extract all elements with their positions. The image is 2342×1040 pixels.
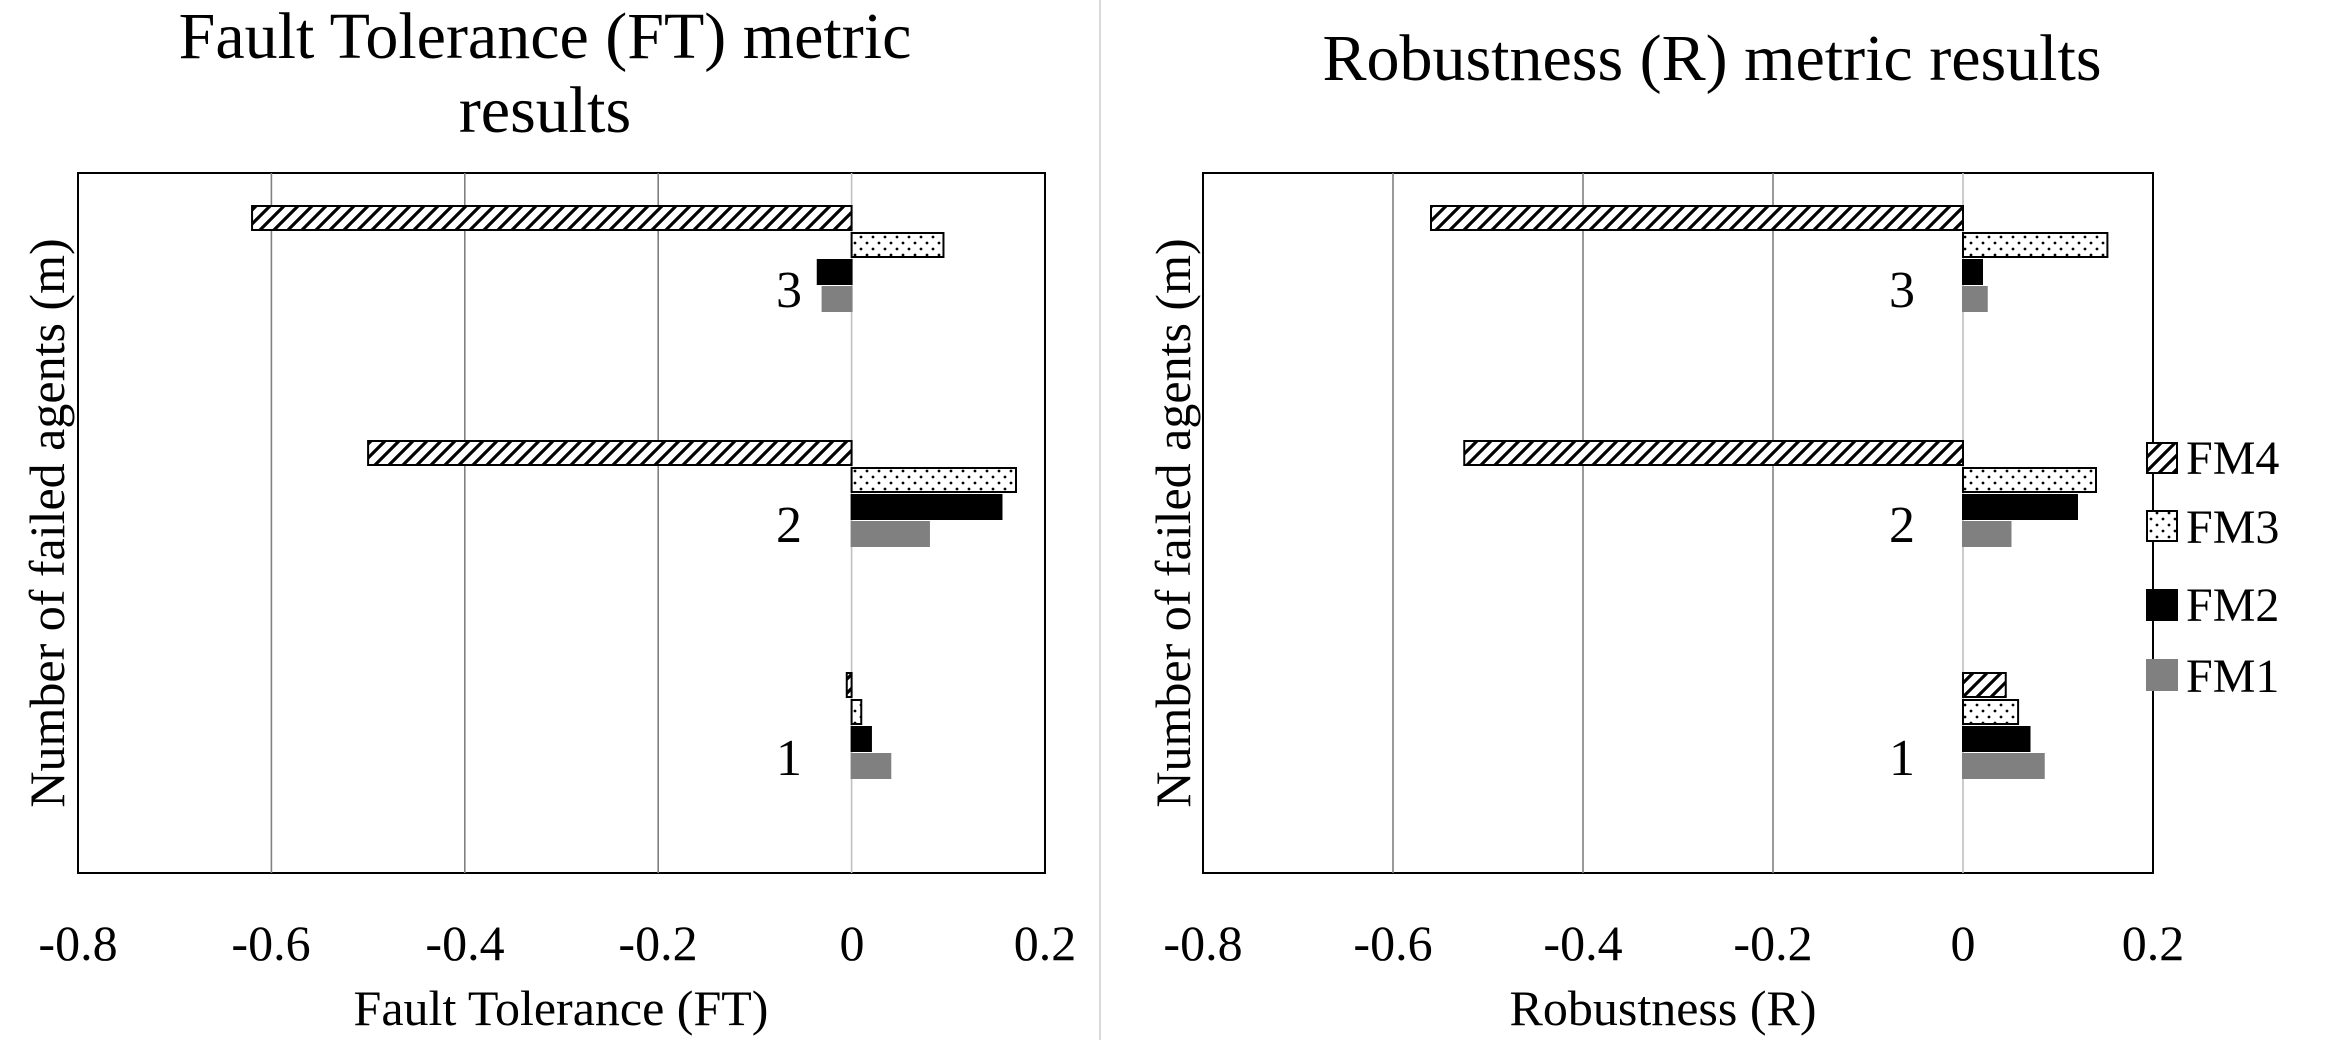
bar-fm4-m1	[1962, 672, 2007, 698]
legend-item-fm1: FM1	[2146, 650, 2279, 703]
bar-fm4-m2	[367, 440, 853, 466]
bar-fm1-m3	[821, 286, 853, 312]
bar-fm4-m3	[251, 205, 853, 231]
y-axis-title: Number of failed agents (m)	[1145, 238, 1201, 807]
x-tick-label: -0.2	[618, 915, 697, 971]
bar-fm2-m2	[1962, 494, 2078, 520]
bar-fm2-m2	[850, 494, 1003, 520]
bars	[251, 205, 1017, 779]
chart-title-line-2: results	[459, 74, 631, 147]
bar-fm1-m3	[1962, 286, 1988, 312]
x-tick-label: 0	[1951, 915, 1976, 971]
bars	[1430, 205, 2109, 779]
x-tick-labels: -0.8 -0.6 -0.4 -0.2 0 0.2	[1163, 915, 2184, 971]
x-axis-title: Fault Tolerance (FT)	[354, 980, 769, 1036]
category-label-3: 3	[776, 262, 802, 319]
legend-swatch-fm1	[2146, 659, 2178, 691]
x-tick-label: -0.6	[231, 915, 310, 971]
x-tick-labels: -0.8 -0.6 -0.4 -0.2 0 0.2	[38, 915, 1076, 971]
bar-fm3-m2	[1962, 467, 2097, 493]
chart-title-line-1: Fault Tolerance (FT) metric	[179, 0, 912, 73]
bar-fm3-m3	[850, 232, 945, 258]
bar-fm4-m3	[1430, 205, 1964, 231]
legend-label-fm4: FM4	[2186, 432, 2279, 485]
bar-fm4-m2	[1463, 440, 1964, 466]
fault-tolerance-chart: Fault Tolerance (FT) metric results 1 2 …	[19, 0, 1076, 1036]
bar-fm2-m3	[1962, 259, 1983, 285]
x-tick-label: 0.2	[2122, 915, 2185, 971]
legend: FM4 FM3 FM2 FM1	[2146, 432, 2279, 703]
bar-fm3-m2	[850, 467, 1017, 493]
x-tick-label: -0.6	[1353, 915, 1432, 971]
bar-fm1-m1	[1962, 753, 2045, 779]
x-tick-label: 0.2	[1014, 915, 1077, 971]
x-tick-label: -0.8	[1163, 915, 1242, 971]
legend-item-fm2: FM2	[2146, 579, 2279, 632]
x-tick-label: -0.4	[425, 915, 504, 971]
legend-swatch-fm3	[2146, 510, 2178, 542]
legend-label-fm1: FM1	[2186, 650, 2279, 703]
x-tick-label: -0.8	[38, 915, 117, 971]
bar-fm3-m1	[1962, 699, 2020, 725]
plot-area	[77, 172, 1046, 874]
bar-fm1-m2	[850, 521, 930, 547]
legend-swatch-fm2	[2146, 589, 2178, 621]
legend-label-fm2: FM2	[2186, 579, 2279, 632]
x-tick-label: -0.4	[1543, 915, 1622, 971]
bar-fm1-m2	[1962, 521, 2012, 547]
bar-fm3-m1	[850, 699, 863, 725]
category-labels: 1 2 3	[776, 262, 802, 787]
legend-item-fm3: FM3	[2146, 501, 2279, 554]
bar-fm4-m1	[845, 672, 853, 698]
robustness-chart: Robustness (R) metric results 1 2 3 -0.8…	[1145, 22, 2184, 1036]
chart-title-line-1: Robustness (R) metric results	[1322, 22, 2101, 95]
y-axis-title: Number of failed agents (m)	[19, 238, 75, 807]
bar-fm2-m1	[850, 726, 872, 752]
bar-fm3-m3	[1962, 232, 2109, 258]
legend-swatch-fm4	[2146, 442, 2178, 474]
category-label-1: 1	[776, 730, 802, 787]
category-labels: 1 2 3	[1889, 262, 1915, 787]
x-tick-label: -0.2	[1733, 915, 1812, 971]
category-label-2: 2	[1889, 497, 1915, 554]
bar-fm1-m1	[850, 753, 892, 779]
x-tick-label: 0	[840, 915, 865, 971]
legend-item-fm4: FM4	[2146, 432, 2279, 485]
category-label-1: 1	[1889, 730, 1915, 787]
bar-fm2-m3	[816, 259, 853, 285]
legend-label-fm3: FM3	[2186, 501, 2279, 554]
category-label-3: 3	[1889, 262, 1915, 319]
category-label-2: 2	[776, 497, 802, 554]
bar-fm2-m1	[1962, 726, 2031, 752]
x-axis-title: Robustness (R)	[1510, 980, 1817, 1036]
